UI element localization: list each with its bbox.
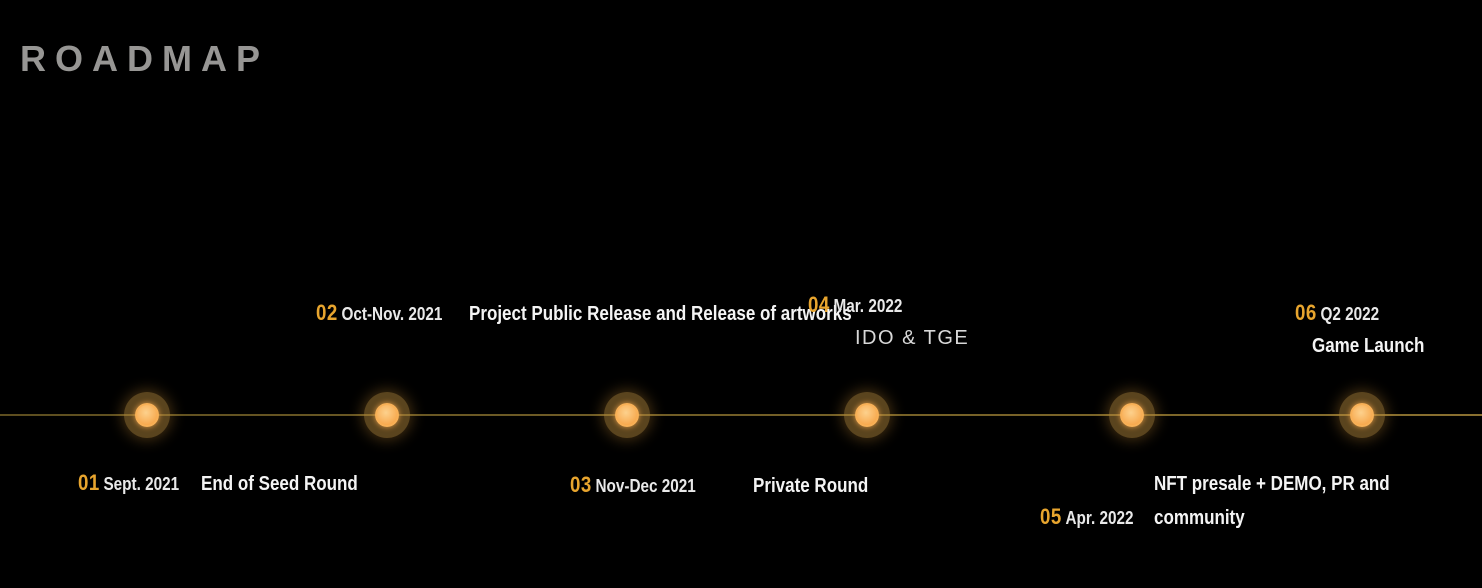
timeline-dot-core [1120,403,1144,427]
milestone-title: IDO & TGE [855,327,970,349]
milestone-date: Sept. 2021 [103,474,180,494]
timeline-dot-3 [604,392,650,438]
milestone-date: Mar. 2022 [833,296,903,316]
milestone-date: Q2 2022 [1320,304,1380,324]
milestone-title: Game Launch [1312,335,1425,357]
timeline-dot-core [375,403,399,427]
milestone-01-header: 01 Sept. 2021 [78,470,179,496]
timeline-dot-1 [124,392,170,438]
milestone-title: Project Public Release and Release of ar… [469,303,852,325]
timeline-dot-6 [1339,392,1385,438]
milestone-title: Private Round [753,475,869,497]
milestone-03-header: 03 Nov-Dec 2021 [570,472,696,498]
milestone-05: 05 Apr. 2022 NFT presale + DEMO, PR and … [1012,458,1434,535]
milestone-04-header: 04 Mar. 2022 [808,292,902,318]
milestone-title: End of Seed Round [201,473,359,495]
timeline-dot-core [1350,403,1374,427]
timeline-dot-core [135,403,159,427]
timeline-dot-core [855,403,879,427]
milestone-01: 01 Sept. 2021 End of Seed Round [78,464,386,496]
milestone-date: Nov-Dec 2021 [595,476,696,496]
milestone-06: 06 Q2 2022 Game Launch [1295,300,1482,358]
milestone-title: NFT presale + DEMO, PR and community [1154,473,1391,529]
milestone-number: 06 [1295,300,1317,325]
milestone-number: 05 [1040,504,1062,529]
milestone-05-header: 05 Apr. 2022 [1040,504,1134,530]
milestone-06-header: 06 Q2 2022 [1295,300,1379,326]
milestone-number: 02 [316,300,338,325]
milestone-02-header: 02 Oct-Nov. 2021 [316,300,442,326]
page-title: ROADMAP [20,38,269,79]
milestone-02: 02 Oct-Nov. 2021 Project Public Release … [268,294,919,326]
milestone-number: 01 [78,470,100,495]
timeline-dot-2 [364,392,410,438]
milestone-04: 04 Mar. 2022 IDO & TGE [808,292,969,350]
timeline-dot-4 [844,392,890,438]
timeline-line [0,414,1482,416]
milestone-date: Oct-Nov. 2021 [341,304,443,324]
milestone-date: Apr. 2022 [1065,508,1134,528]
milestone-number: 04 [808,292,830,317]
milestone-number: 03 [570,472,592,497]
timeline-dot-core [615,403,639,427]
milestone-03: 03 Nov-Dec 2021 Private Round [570,466,889,498]
timeline-dot-5 [1109,392,1155,438]
